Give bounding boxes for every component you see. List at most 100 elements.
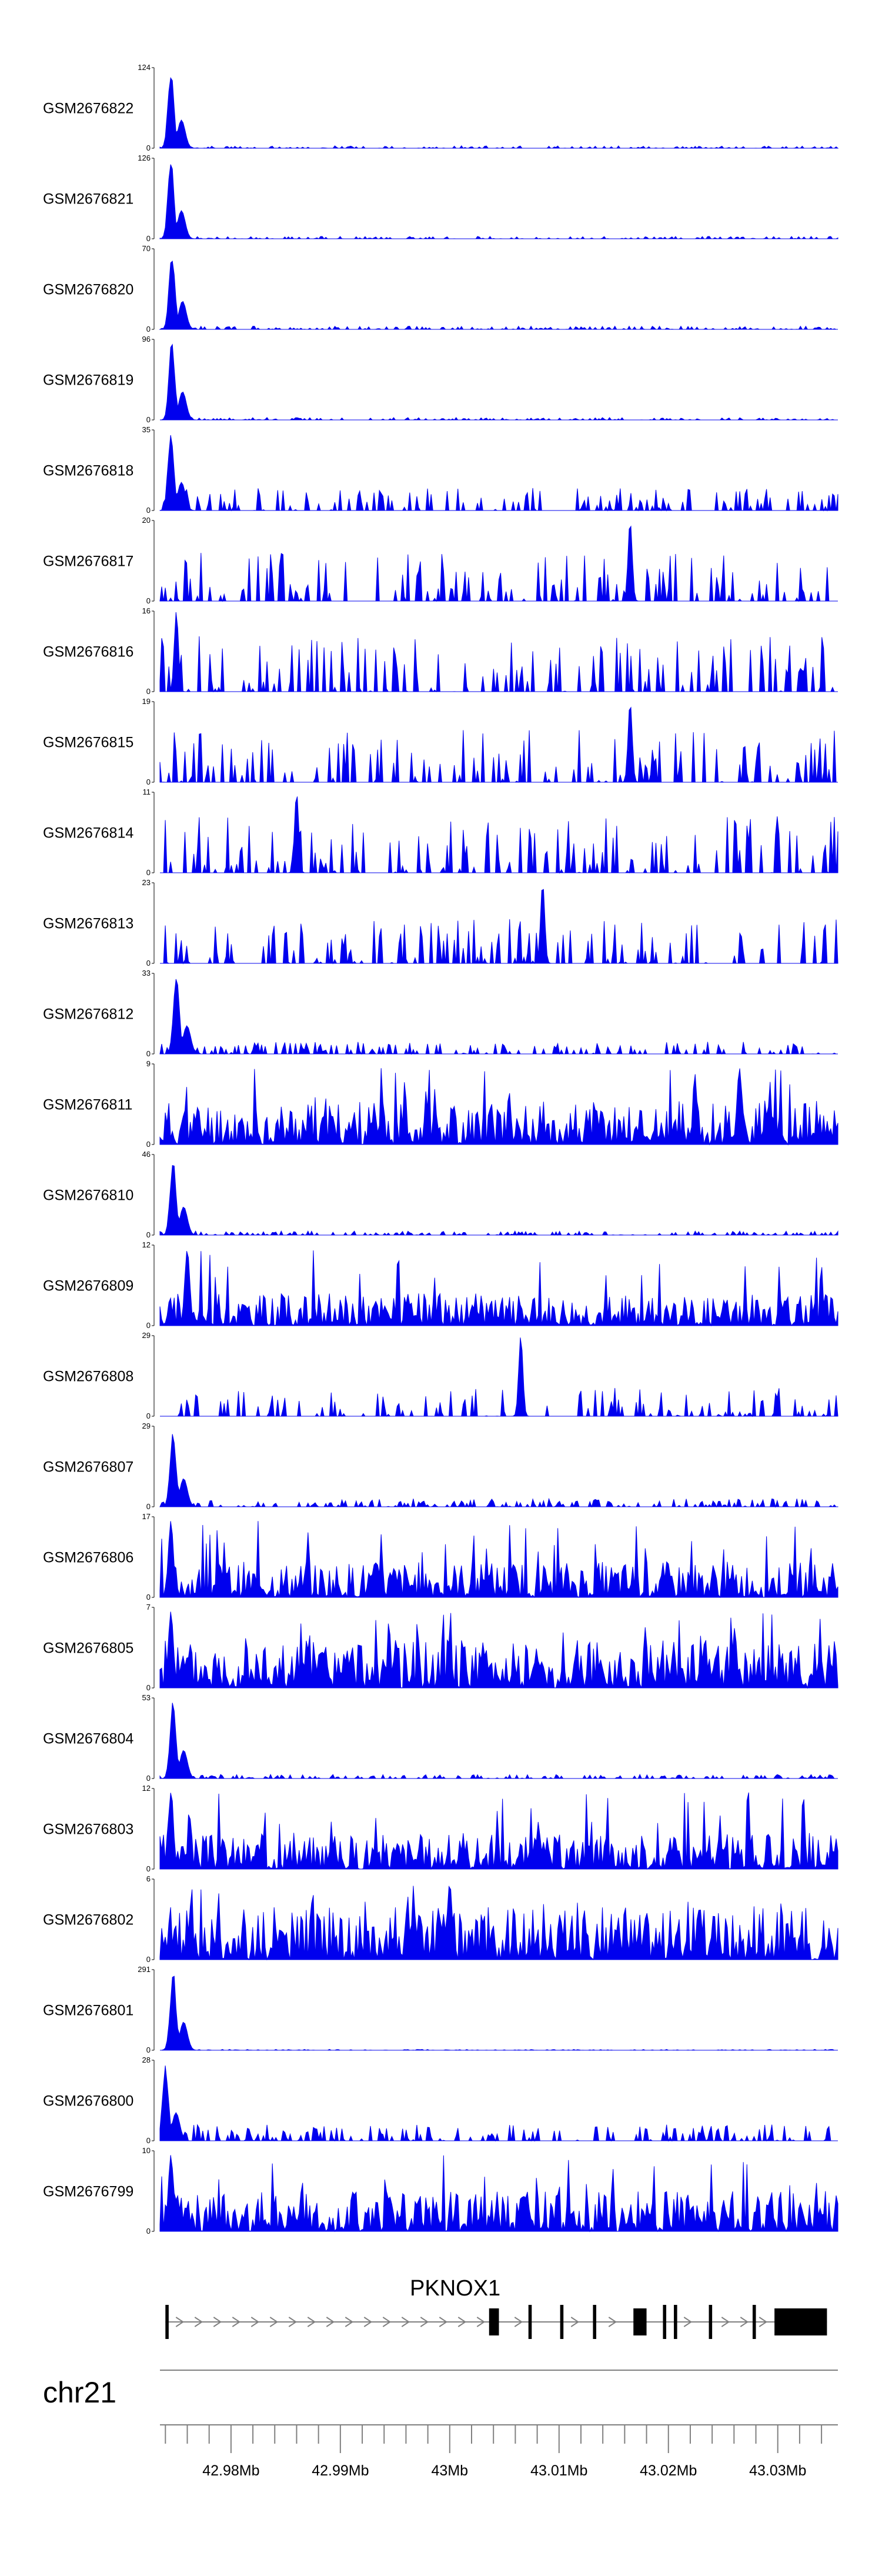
strand-arrow (363, 2317, 373, 2327)
track-label: GSM2676813 (43, 916, 133, 932)
y-zero-label: 0 (146, 1864, 151, 1873)
strand-arrow (194, 2317, 203, 2327)
track-GSM2676809: GSM2676809 12 0 (43, 1240, 838, 1330)
track-GSM2676810: GSM2676810 46 0 (43, 1150, 838, 1239)
y-max-label: 20 (142, 516, 151, 525)
y-zero-label: 0 (146, 1049, 151, 1058)
y-zero-label: 0 (146, 596, 151, 605)
coverage-area (159, 1792, 838, 1870)
y-max-label: 6 (146, 1874, 151, 1883)
track-label: GSM2676822 (43, 101, 133, 117)
y-max-label: 12 (142, 1784, 151, 1793)
coverage-area (159, 343, 838, 421)
y-zero-label: 0 (146, 506, 151, 515)
y-max-label: 291 (138, 1965, 151, 1974)
strand-arrow (457, 2317, 467, 2327)
y-max-label: 16 (142, 606, 151, 615)
strand-arrow (439, 2317, 448, 2327)
track-label: GSM2676812 (43, 1006, 133, 1023)
strand-arrow (570, 2317, 580, 2327)
coverage-area (159, 261, 838, 330)
track-label: GSM2676817 (43, 553, 133, 570)
coverage-area (160, 1337, 838, 1417)
strand-arrow (232, 2317, 241, 2327)
coverage-area (159, 979, 838, 1055)
track-label: GSM2676821 (43, 191, 133, 208)
coverage-area (159, 525, 838, 602)
coverage-area (159, 706, 838, 783)
y-zero-label: 0 (146, 1593, 151, 1601)
coverage-area (159, 1521, 838, 1599)
strand-arrow (382, 2317, 392, 2327)
exon-6 (633, 2308, 647, 2335)
coverage-area (159, 435, 838, 512)
y-zero-label: 0 (146, 1140, 151, 1149)
strand-arrow (721, 2317, 730, 2327)
track-GSM2676812: GSM2676812 33 0 (43, 969, 838, 1058)
y-max-label: 12 (142, 1240, 151, 1249)
y-max-label: 29 (142, 1331, 151, 1340)
axis-tick-labels: 42.98Mb 42.99Mb 43Mb 43.01Mb 43.02Mb 43.03Mb (202, 2462, 806, 2479)
x-tick-label: 43Mb (432, 2462, 469, 2479)
track-GSM2676806: GSM2676806 17 0 (43, 1512, 838, 1601)
track-GSM2676818: GSM2676818 35 0 (43, 425, 838, 515)
exon-4 (560, 2305, 564, 2339)
genome-axis: chr21 42.98Mb 42.99Mb 43Mb 43.01Mb 43.02Mb 43… (43, 2370, 838, 2479)
y-max-label: 23 (142, 878, 151, 887)
track-GSM2676807: GSM2676807 29 0 (43, 1422, 838, 1511)
y-max-label: 17 (142, 1512, 151, 1521)
track-label: GSM2676819 (43, 372, 133, 389)
strand-arrow (307, 2317, 316, 2327)
strand-arrow (175, 2317, 185, 2327)
y-max-label: 70 (142, 244, 151, 253)
track-label: GSM2676800 (43, 2093, 133, 2110)
track-label: GSM2676815 (43, 735, 133, 751)
gene-exons (165, 2305, 827, 2339)
exon-2 (489, 2308, 499, 2335)
strand-arrow (514, 2317, 523, 2327)
track-label: GSM2676806 (43, 1550, 133, 1566)
track-label: GSM2676809 (43, 1278, 133, 1294)
y-max-label: 126 (138, 154, 151, 162)
track-GSM2676817: GSM2676817 20 0 (43, 516, 838, 605)
track-GSM2676820: GSM2676820 70 0 (43, 244, 838, 333)
exon-7 (663, 2305, 667, 2339)
track-label: GSM2676808 (43, 1369, 133, 1385)
exon-8 (674, 2305, 677, 2339)
y-zero-label: 0 (146, 1230, 151, 1239)
strand-arrow (345, 2317, 354, 2327)
strand-arrow (326, 2317, 335, 2327)
coverage-tracks: GSM26768221240GSM26768211260GSM267682070… (43, 63, 839, 2235)
y-zero-label: 0 (146, 1683, 151, 1692)
coverage-area (159, 76, 839, 149)
strand-arrow (683, 2317, 693, 2327)
exon-9 (709, 2305, 713, 2339)
track-GSM2676801: GSM2676801 291 0 (43, 1965, 838, 2054)
track-label: GSM2676807 (43, 1459, 133, 1476)
track-GSM2676805: GSM2676805 7 0 (43, 1603, 838, 1692)
y-zero-label: 0 (146, 1955, 151, 1964)
gene-strand-arrows (175, 2317, 768, 2327)
x-tick-label: 43.03Mb (749, 2462, 806, 2479)
x-tick-label: 42.99Mb (312, 2462, 369, 2479)
strand-arrow (401, 2317, 410, 2327)
y-max-label: 35 (142, 425, 151, 434)
track-GSM2676819: GSM2676819 96 0 (43, 335, 838, 424)
track-label: GSM2676810 (43, 1187, 133, 1204)
y-zero-label: 0 (146, 325, 151, 333)
gene-track: PKNOX1 (165, 2276, 827, 2339)
coverage-area (159, 1250, 838, 1327)
y-zero-label: 0 (146, 1412, 151, 1420)
y-zero-label: 0 (146, 144, 151, 152)
y-max-label: 29 (142, 1422, 151, 1430)
gene-name-label: PKNOX1 (410, 2276, 500, 2301)
y-max-label: 19 (142, 697, 151, 706)
coverage-area (159, 1976, 838, 2051)
coverage-area (159, 164, 838, 239)
strand-arrow (213, 2317, 222, 2327)
coverage-area (159, 2066, 838, 2142)
y-zero-label: 0 (146, 234, 151, 243)
track-GSM2676800: GSM2676800 28 0 (43, 2056, 838, 2145)
y-zero-label: 0 (146, 2136, 151, 2145)
